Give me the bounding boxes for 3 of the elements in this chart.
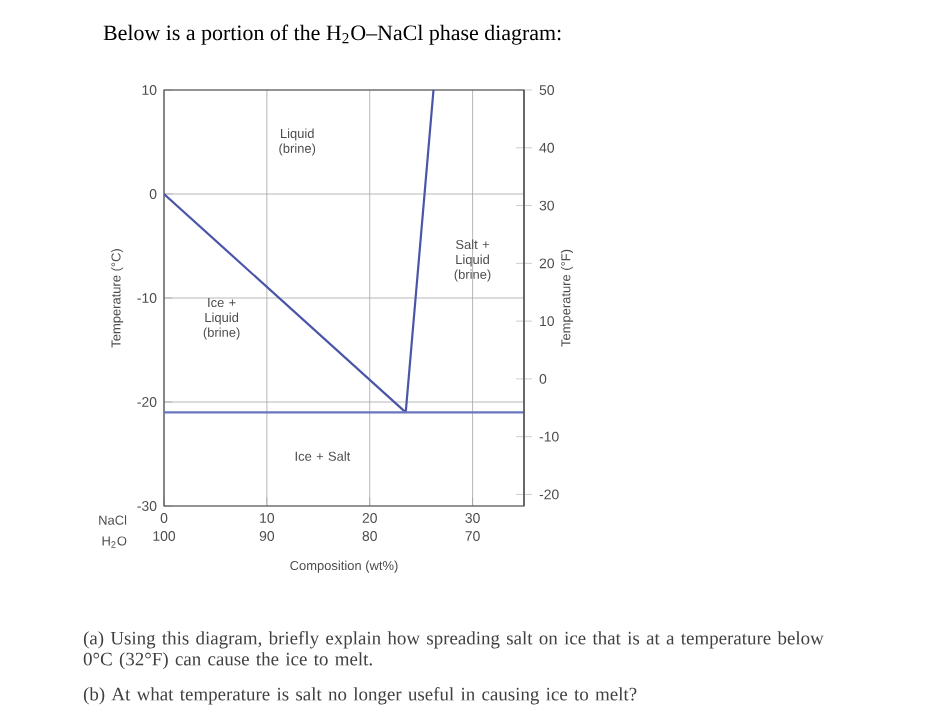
chart-title: Below is a portion of the H$_{2}$O–NaCl phase diagram:	[103, 24, 561, 45]
text: (a) Using this diagram, briefly explain how spreading salt on ice that is at a temperature below 0°C (32°F) can cause the ice to melt.	[83, 631, 824, 670]
text: (b) At what temperature is salt no longer useful in causing ice to melt?	[83, 687, 637, 705]
